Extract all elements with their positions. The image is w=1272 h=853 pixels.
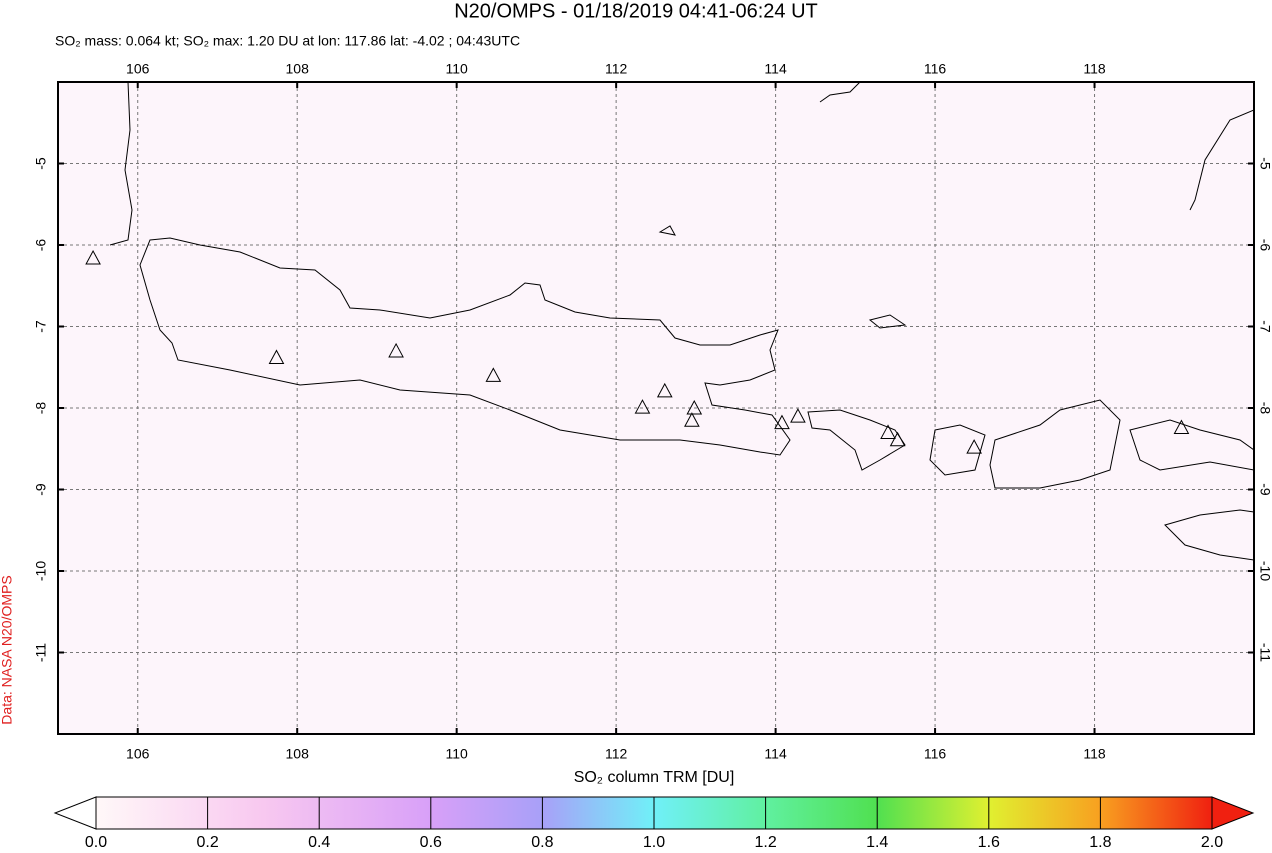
title: N20/OMPS - 01/18/2019 04:41-06:24 UT (454, 0, 818, 22)
coastline (1189, 109, 1254, 211)
colorbar-label: SO₂ column TRM [DU] (574, 769, 735, 786)
y-tick-label: -5 (33, 157, 49, 170)
y-tick-label: -9 (1257, 483, 1272, 496)
colorbar-tick-label: 0.8 (531, 834, 553, 851)
coastline (819, 82, 861, 103)
volcano (268, 349, 285, 364)
x-tick-label: 108 (286, 746, 310, 762)
volcano (889, 431, 906, 447)
x-tick-label: 118 (1083, 746, 1106, 762)
x-tick-label: 112 (605, 61, 628, 77)
x-tick-label: 110 (446, 746, 469, 762)
subtitle: SO₂ mass: 0.064 kt; SO₂ max: 1.20 DU at … (55, 33, 520, 49)
coastline (1164, 509, 1254, 561)
x-tick-label: 106 (126, 61, 150, 77)
colorbar-tick-label: 0.0 (85, 834, 107, 851)
y-tick-label: -11 (33, 643, 49, 662)
volcano (686, 399, 703, 415)
coastline (1129, 419, 1254, 471)
volcano (684, 412, 700, 427)
coastline (139, 237, 791, 456)
colorbar-tick-label: 1.2 (754, 834, 776, 851)
x-tick-label: 116 (924, 61, 947, 77)
colorbar-tick-label: 1.6 (978, 834, 1000, 851)
coastline (929, 424, 986, 476)
colorbar-tick-label: 1.0 (643, 834, 665, 851)
volcano (388, 342, 404, 358)
volcano (790, 408, 806, 423)
x-tick-label: 112 (605, 746, 628, 762)
colorbar-tick-label: 0.6 (420, 834, 442, 851)
y-tick-label: -10 (33, 561, 49, 581)
y-tick-label: -8 (33, 402, 49, 415)
colorbar-tick-label: 0.4 (308, 834, 330, 851)
x-tick-label: 106 (126, 746, 150, 762)
volcano (966, 439, 982, 454)
coastline (868, 314, 907, 329)
coastline (989, 399, 1121, 489)
coastline (807, 409, 906, 471)
x-tick-label: 110 (446, 61, 469, 77)
volcano (485, 367, 502, 382)
colorbar-tick-label: 1.8 (1089, 834, 1111, 851)
y-tick-label: -6 (1257, 239, 1272, 252)
x-tick-label: 108 (286, 61, 310, 77)
colorbar-tick-label: 1.4 (866, 834, 888, 851)
volcano (85, 249, 101, 265)
colorbar-under (53, 796, 97, 830)
colorbar-tick-label: 0.2 (196, 834, 218, 851)
x-tick-label: 116 (924, 746, 947, 762)
y-tick-label: -5 (1257, 157, 1272, 170)
x-tick-label: 118 (1083, 61, 1106, 77)
volcano (656, 382, 673, 398)
coastlines (109, 82, 1254, 561)
y-tick-label: -7 (33, 320, 49, 333)
x-tick-label: 114 (764, 61, 787, 77)
volcano (1173, 419, 1190, 435)
y-tick-label: -10 (1257, 561, 1272, 581)
x-tick-label: 114 (764, 746, 787, 762)
volcano (774, 414, 790, 430)
y-tick-label: -7 (1257, 320, 1272, 333)
coastline (658, 225, 676, 236)
y-tick-label: -9 (33, 483, 49, 496)
colorbar-over (1211, 796, 1255, 830)
y-tick-label: -6 (33, 239, 49, 252)
volcano (880, 424, 896, 439)
credit: Data: NASA N20/OMPS (0, 575, 15, 724)
y-tick-label: -11 (1257, 643, 1272, 662)
coastline (109, 82, 133, 246)
volcano (634, 399, 651, 414)
colorbar-tick-label: 2.0 (1201, 834, 1223, 851)
y-tick-label: -8 (1257, 402, 1272, 415)
